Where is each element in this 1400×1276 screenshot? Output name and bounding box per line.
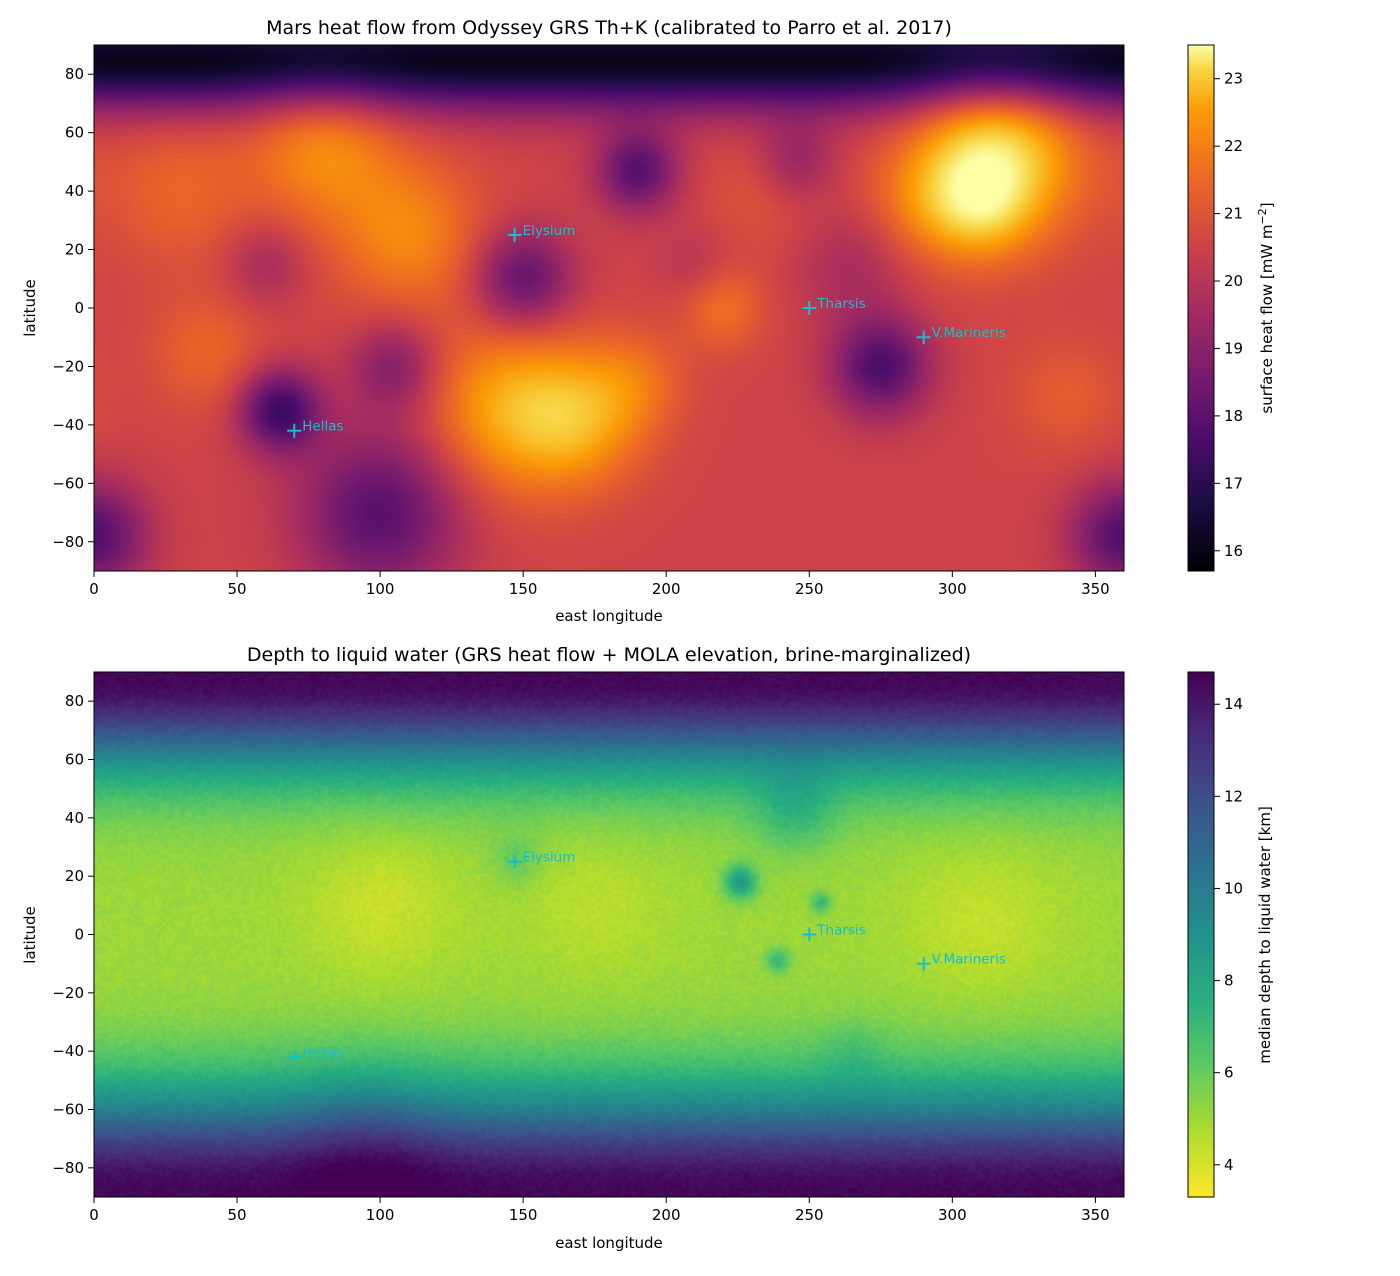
x-tick-label: 300	[938, 580, 967, 598]
y-tick-label: 40	[65, 809, 84, 827]
x-tick-label: 300	[938, 1206, 967, 1224]
x-tick-label: 350	[1081, 580, 1110, 598]
colorbar-tick-label: 19	[1224, 339, 1243, 357]
heat-flow-xlabel: east longitude	[555, 607, 663, 625]
colorbar-tick-label: 23	[1224, 70, 1243, 88]
x-tick-label: 150	[509, 580, 538, 598]
site-label: Tharsis	[816, 296, 865, 312]
colorbar-tick-label: 16	[1224, 542, 1243, 560]
x-tick-label: 100	[366, 580, 395, 598]
colorbar-tick-label: 17	[1224, 474, 1243, 492]
water-depth-colorbar-ticks: 4 6 8 10 12 14	[1214, 695, 1243, 1174]
y-tick-label: −80	[52, 1159, 84, 1177]
heat-flow-title: Mars heat flow from Odyssey GRS Th+K (ca…	[266, 17, 952, 39]
x-tick-label: 0	[89, 580, 99, 598]
y-tick-label: −40	[52, 1042, 84, 1060]
x-tick-label: 350	[1081, 1206, 1110, 1224]
site-label: Tharsis	[816, 923, 865, 939]
y-tick-label: 80	[65, 65, 84, 83]
site-marker-hellas: Hellas	[287, 1045, 344, 1064]
heat-flow-ylabel: latitude	[21, 279, 39, 337]
heat-flow-panel: Mars heat flow from Odyssey GRS Th+K (ca…	[21, 17, 1276, 625]
y-tick-label: 20	[65, 867, 84, 885]
heat-flow-colorbar-label: surface heat flow [mW m−2]	[1256, 202, 1276, 413]
colorbar-tick-label: 21	[1224, 205, 1243, 223]
water-depth-y-ticks: 80 60 40 20 0 −20 −40 −60 −80	[52, 692, 94, 1177]
y-tick-label: −60	[52, 1101, 84, 1119]
x-tick-label: 0	[89, 1206, 99, 1224]
water-depth-panel: Depth to liquid water (GRS heat flow + M…	[21, 644, 1274, 1252]
y-tick-label: −20	[52, 357, 84, 375]
y-tick-label: 60	[65, 124, 84, 142]
site-marker-tharsis: Tharsis	[802, 296, 866, 315]
colorbar-tick-label: 8	[1224, 972, 1234, 990]
water-depth-annotations: Elysium Tharsis V.Marineris Hellas	[287, 850, 1006, 1064]
site-marker-elysium: Elysium	[507, 850, 576, 869]
x-tick-label: 200	[652, 1206, 681, 1224]
colorbar-tick-label: 10	[1224, 879, 1243, 897]
y-tick-label: 0	[74, 926, 84, 944]
x-tick-label: 250	[795, 580, 824, 598]
site-marker-v-marineris: V.Marineris	[916, 952, 1006, 971]
site-marker-tharsis: Tharsis	[802, 923, 866, 942]
site-label: Elysium	[523, 223, 576, 239]
heat-flow-annotations: Elysium Tharsis V.Marineris Hellas	[287, 223, 1006, 438]
water-depth-ylabel: latitude	[21, 906, 39, 964]
heat-flow-colorbar	[1187, 44, 1215, 572]
y-tick-label: −40	[52, 416, 84, 434]
colorbar-tick-label: 14	[1224, 695, 1243, 713]
water-depth-title: Depth to liquid water (GRS heat flow + M…	[247, 644, 971, 666]
heat-flow-x-ticks: 0 50 100 150 200 250 300 350	[89, 571, 1110, 598]
heat-flow-colorbar-ticks: 16 17 18 19 20 21 22 23	[1214, 70, 1243, 560]
x-tick-label: 250	[795, 1206, 824, 1224]
water-depth-map	[94, 672, 1124, 1197]
heat-flow-map	[94, 45, 1124, 571]
y-tick-label: 60	[65, 751, 84, 769]
water-depth-x-ticks: 0 50 100 150 200 250 300 350	[89, 1197, 1110, 1224]
water-depth-colorbar-label: median depth to liquid water [km]	[1256, 806, 1274, 1064]
x-tick-label: 100	[366, 1206, 395, 1224]
water-depth-xlabel: east longitude	[555, 1234, 663, 1252]
x-tick-label: 50	[228, 1206, 247, 1224]
site-label: V.Marineris	[932, 325, 1006, 341]
y-tick-label: 20	[65, 241, 84, 259]
site-marker-v-marineris: V.Marineris	[916, 325, 1006, 345]
colorbar-tick-label: 6	[1224, 1064, 1234, 1082]
colorbar-tick-label: 12	[1224, 787, 1243, 805]
colorbar-tick-label: 4	[1224, 1156, 1234, 1174]
site-marker-hellas: Hellas	[287, 419, 344, 438]
x-tick-label: 150	[509, 1206, 538, 1224]
colorbar-tick-label: 20	[1224, 272, 1243, 290]
site-label: Elysium	[523, 850, 576, 866]
y-tick-label: −80	[52, 533, 84, 551]
y-tick-label: −20	[52, 984, 84, 1002]
y-tick-label: 40	[65, 182, 84, 200]
y-tick-label: −60	[52, 474, 84, 492]
x-tick-label: 50	[228, 580, 247, 598]
site-label: V.Marineris	[932, 952, 1006, 968]
colorbar-tick-label: 18	[1224, 407, 1243, 425]
colorbar-tick-label: 22	[1224, 137, 1243, 155]
heat-flow-y-ticks: 80 60 40 20 0 −20 −40 −60 −80	[52, 65, 94, 551]
y-tick-label: 0	[74, 299, 84, 317]
y-tick-label: 80	[65, 692, 84, 710]
site-label: Hellas	[302, 419, 343, 435]
site-label: Hellas	[302, 1045, 343, 1061]
site-marker-elysium: Elysium	[507, 223, 576, 242]
water-depth-colorbar	[1187, 671, 1215, 1198]
x-tick-label: 200	[652, 580, 681, 598]
